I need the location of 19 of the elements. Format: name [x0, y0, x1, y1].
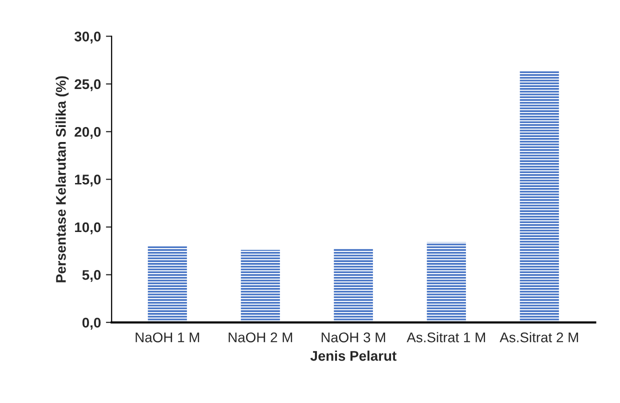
x-tick-label: NaOH 1 M — [136, 332, 200, 342]
x-tick-label: As.Sitrat 1 M — [406, 332, 486, 342]
x-tick-label: NaOH 3 M — [322, 332, 386, 342]
x-tick-label: NaOH 2 M — [228, 332, 292, 342]
y-axis-title: Persentase Kelarutan Silika (%) — [56, 76, 69, 282]
y-tick-label: 5,0 — [82, 270, 101, 282]
y-tick-label: 0,0 — [82, 318, 101, 330]
bar — [426, 242, 466, 322]
bar — [520, 70, 559, 322]
y-tick-label: 25,0 — [74, 79, 101, 92]
x-tick-label: As.Sitrat 2 M — [500, 332, 578, 342]
bar — [240, 250, 280, 322]
bar — [334, 248, 373, 322]
bar — [148, 246, 187, 322]
y-tick-label: 10,0 — [75, 222, 101, 234]
y-tick-label: 15,0 — [75, 174, 101, 187]
y-tick-label: 20,0 — [74, 126, 101, 139]
x-axis-title: Jenis Pelarut — [310, 350, 396, 361]
y-tick-label: 30,0 — [74, 32, 101, 44]
